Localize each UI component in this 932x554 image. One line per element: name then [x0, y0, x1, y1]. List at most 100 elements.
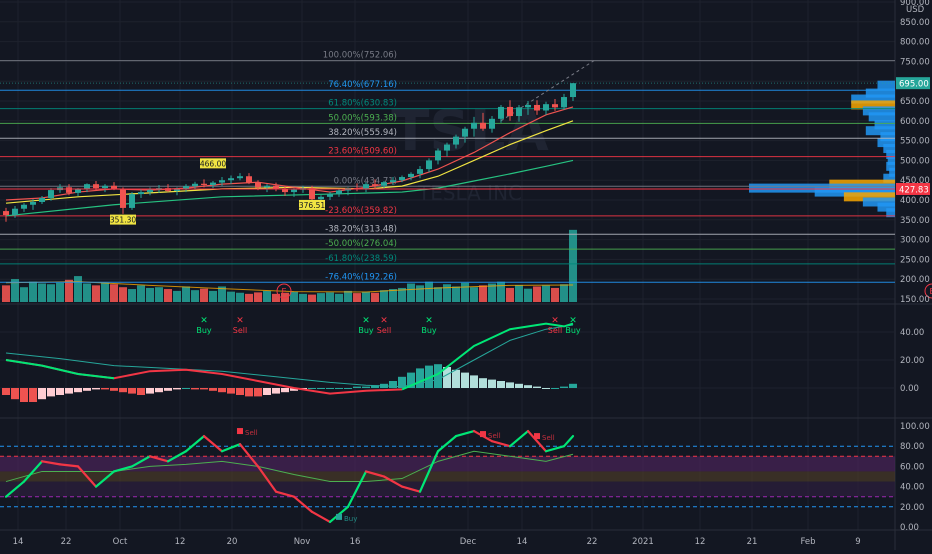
candle-body: [39, 198, 45, 202]
macd-histogram-bar: [371, 385, 379, 388]
time-axis-tick: 16: [350, 537, 361, 547]
rsi-fast-segment: [202, 435, 224, 453]
price-axis-tick: 200.00: [900, 275, 930, 285]
macd-line-green: [5, 359, 115, 380]
candle-body: [309, 188, 315, 200]
macd-histogram-bar: [137, 388, 145, 395]
rsi-fast-segment: [58, 463, 80, 468]
price-axis-tick: 250.00: [900, 255, 930, 265]
rsi-band: [0, 471, 895, 482]
volume-profile-bar: [843, 192, 895, 202]
fib-level-label: 61.80%(630.83): [328, 99, 397, 109]
last-price-tag-bg: [896, 77, 930, 90]
candle-body: [120, 188, 126, 208]
sell-signal-icon: ✕: [551, 316, 559, 326]
time-axis-tick: 21: [747, 537, 758, 547]
sell-signal-icon: ✕: [236, 316, 244, 326]
price-axis-tick: 650.00: [900, 97, 930, 107]
candle-body: [498, 106, 504, 119]
price-axis-tick: 800.00: [900, 38, 930, 48]
candle-body: [102, 185, 108, 189]
macd-histogram-bar: [335, 388, 343, 389]
rsi-fast-segment: [544, 445, 566, 453]
volume-bar: [236, 292, 244, 302]
signal-label: Buy: [358, 326, 374, 335]
rsi-marker-icon: [336, 513, 342, 520]
fib-level-label: -50.00%(276.04): [325, 239, 397, 249]
volume-ma-line: [5, 281, 574, 293]
candle-body: [210, 182, 216, 185]
rsi-fast-segment: [382, 475, 404, 488]
rsi-marker-label: Sell: [542, 434, 555, 442]
candle-body: [84, 184, 90, 189]
rsi-fast-segment: [256, 465, 278, 493]
volume-bar: [101, 282, 109, 302]
rsi-axis-tick: 20.00: [900, 503, 924, 513]
candle-body: [165, 188, 171, 191]
volume-bar: [416, 285, 424, 302]
candle-body: [570, 83, 576, 98]
price-axis-tick: 900.00: [900, 0, 930, 8]
volume-bar: [542, 285, 550, 302]
rsi-slow-line: [5, 450, 574, 483]
signal-label: Sell: [233, 326, 247, 335]
volume-bar: [2, 285, 10, 302]
candle-body: [318, 196, 324, 200]
macd-axis-tick: 40.00: [900, 328, 924, 338]
candle-body: [264, 185, 270, 188]
signal-label: Sell: [548, 326, 562, 335]
rsi-band: [0, 456, 895, 472]
volume-bar: [281, 292, 289, 302]
volume-bar: [362, 291, 370, 302]
candle-body: [30, 201, 36, 205]
macd-histogram-bar: [461, 372, 469, 388]
rsi-fast-segment: [40, 460, 62, 466]
macd-histogram-bar: [551, 388, 559, 389]
volume-bar: [326, 292, 334, 302]
candle-body: [390, 180, 396, 183]
currency-label: USD: [906, 5, 925, 15]
candle-body: [381, 182, 387, 186]
macd-histogram-bar: [533, 386, 541, 388]
price-axis-tick: 450.00: [900, 176, 930, 186]
macd-histogram-bar: [542, 388, 550, 389]
price-axis-tick: 600.00: [900, 117, 930, 127]
volume-bar: [20, 287, 28, 302]
macd-histogram-bar: [281, 388, 289, 393]
volume-bar: [65, 279, 73, 302]
volume-bar: [146, 287, 154, 302]
macd-histogram-bar: [56, 388, 64, 395]
macd-signal-line: [5, 324, 574, 388]
volume-bar: [47, 284, 55, 302]
candle-body: [363, 184, 369, 189]
candle-body: [489, 118, 495, 129]
volume-bar: [551, 287, 559, 302]
price-axis-tick: 500.00: [900, 156, 930, 166]
time-axis-tick: 20: [227, 537, 238, 547]
volume-profile-bar: [874, 120, 895, 130]
macd-histogram-bar: [20, 388, 28, 402]
candle-body: [75, 188, 81, 193]
rsi-marker-label: Sell: [488, 432, 501, 440]
macd-histogram-bar: [155, 388, 163, 393]
fib-level-label: 76.40%(677.16): [328, 80, 397, 90]
rsi-fast-segment: [220, 443, 242, 453]
candle-body: [552, 104, 558, 108]
rsi-marker-label: Sell: [245, 429, 258, 437]
volume-bar: [290, 291, 298, 302]
volume-bar: [137, 285, 145, 302]
volume-bar: [488, 283, 496, 302]
candle-body: [561, 97, 567, 108]
candle-body: [12, 208, 18, 216]
time-axis-tick: 22: [61, 537, 72, 547]
buy-signal-icon: ✕: [569, 316, 577, 326]
macd-histogram-bar: [38, 388, 46, 400]
candle-body: [372, 184, 378, 186]
rsi-fast-segment: [310, 510, 332, 524]
macd-histogram-bar: [560, 386, 568, 388]
time-axis-tick: 2021: [632, 537, 654, 547]
volume-bar: [515, 284, 523, 302]
candle-body: [48, 190, 54, 199]
volume-bar: [425, 281, 433, 302]
